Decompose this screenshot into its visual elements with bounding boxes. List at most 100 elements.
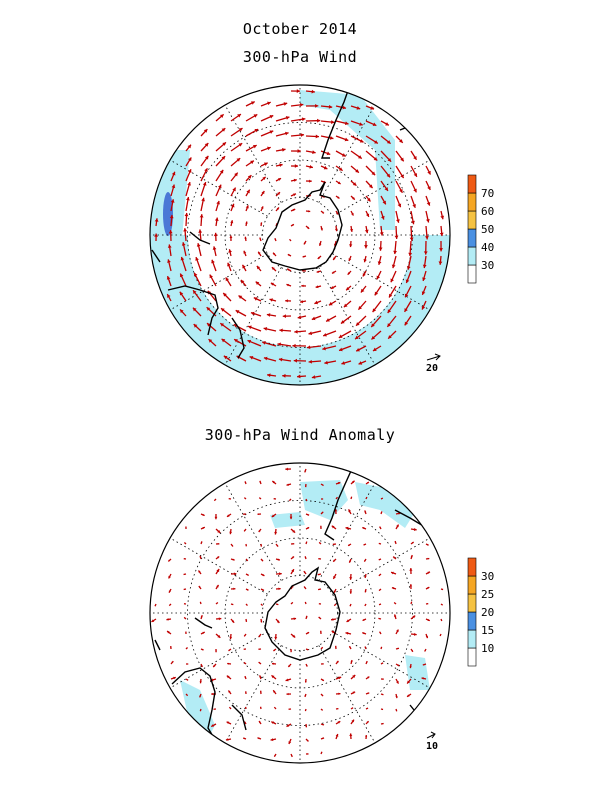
- wind-vector-head: [170, 646, 172, 648]
- wind-vector-field: [154, 89, 445, 379]
- wind-vector-head: [221, 338, 226, 343]
- wind-vector-head: [410, 601, 413, 603]
- wind-vector-head: [382, 723, 384, 725]
- wind-vector-head: [260, 620, 263, 623]
- panel-2-title: 300-hPa Wind Anomaly: [204, 426, 396, 444]
- wind-vector-head: [358, 361, 363, 365]
- colorbar-tick-label: 20: [481, 606, 494, 619]
- wind-vector-head: [305, 725, 308, 728]
- wind-vector-head: [278, 178, 282, 181]
- colorbar-bin: [467, 246, 477, 266]
- wind-vector-head: [425, 635, 428, 639]
- south-america-coast: [321, 85, 351, 159]
- wind-vector-head: [291, 556, 295, 559]
- south-america-coast: [324, 463, 356, 541]
- wind-vector-head: [262, 176, 266, 180]
- wind-vector-head: [322, 498, 324, 500]
- wind-vector-head: [282, 314, 287, 319]
- wind-vector-head: [171, 661, 174, 664]
- wind-vector-head: [279, 572, 282, 576]
- wind-vector-head: [322, 346, 326, 351]
- wind-vector-head: [404, 308, 408, 312]
- wind-vector-head: [271, 267, 275, 271]
- wind-vector-head: [180, 309, 184, 314]
- wind-vector-head: [363, 259, 367, 263]
- colorbar-bin: [467, 264, 477, 284]
- wind-vector-head: [364, 510, 367, 513]
- wind-vector-head: [328, 301, 333, 306]
- wind-vector-head: [261, 604, 263, 606]
- wind-vector-head: [198, 586, 201, 588]
- wind-vector-head: [267, 101, 271, 106]
- wind-vector-head: [347, 272, 351, 275]
- wind-vector-head: [230, 220, 234, 224]
- wind-vector-head: [372, 122, 377, 127]
- wind-vector-head: [413, 156, 417, 160]
- reference-vector-label: 20: [426, 363, 438, 374]
- wind-vector-head: [404, 321, 409, 326]
- wind-vector-head: [380, 646, 382, 648]
- new-zealand-coast: [231, 317, 245, 359]
- wind-vector-head: [273, 252, 276, 255]
- wind-vector-head: [236, 158, 241, 162]
- wind-vector-head: [258, 662, 261, 664]
- wind-vector-head: [226, 675, 230, 679]
- wind-vector-head: [187, 144, 191, 149]
- wind-vector-head: [334, 509, 338, 512]
- wind-vector-head: [255, 281, 260, 285]
- wind-vector-head: [232, 603, 234, 605]
- wind-vector-head: [329, 136, 334, 140]
- wind-vector-head: [249, 356, 254, 360]
- wind-vector-head: [399, 139, 403, 143]
- wind-vector-head: [379, 526, 381, 529]
- wind-vector-head: [321, 709, 323, 711]
- wind-vector-head: [407, 680, 411, 684]
- wind-vector-head: [397, 664, 400, 666]
- wind-vector-head: [397, 647, 399, 650]
- wind-vector-head: [198, 229, 203, 233]
- wind-vector-head: [217, 634, 221, 638]
- wind-vector-head: [409, 568, 413, 571]
- wind-vector-head: [413, 188, 417, 193]
- wind-vector-head: [184, 212, 189, 217]
- wind-vector-head: [168, 575, 171, 579]
- wind-vector-head: [393, 556, 396, 559]
- wind-vector-head: [204, 143, 209, 147]
- wind-vector-head: [220, 323, 225, 327]
- wind-vector-head: [258, 530, 261, 532]
- wind-vector-head: [351, 212, 354, 216]
- wind-vector-head: [250, 101, 255, 105]
- wind-vector-head: [346, 619, 350, 622]
- wind-vector-head: [292, 343, 296, 348]
- wind-vector-head: [304, 556, 307, 558]
- wind-vector-head: [195, 257, 199, 261]
- wind-vector-head: [377, 261, 382, 265]
- wind-vector-head: [288, 664, 291, 667]
- wind-vector-head: [221, 128, 226, 132]
- wind-vector-head: [262, 341, 266, 345]
- wind-vector-head: [365, 661, 368, 663]
- wind-vector-head: [382, 200, 386, 205]
- wind-vector-head: [373, 157, 378, 161]
- wind-vector-head: [397, 203, 402, 208]
- wind-vector-head: [260, 206, 264, 210]
- colorbar-bin: [467, 629, 477, 649]
- wind-vector-head: [311, 316, 316, 321]
- wind-vector-head: [331, 525, 335, 529]
- wind-vector-head: [349, 228, 354, 232]
- wind-vector-head: [312, 150, 316, 155]
- wind-vector-head: [400, 157, 404, 162]
- wind-vector-head: [259, 237, 262, 240]
- wind-vector-head: [350, 660, 353, 663]
- wind-vector-head: [287, 254, 290, 256]
- wind-vector-head: [262, 574, 265, 576]
- wind-vector-head: [203, 129, 208, 133]
- wind-vector-head: [245, 691, 247, 693]
- wind-vector-head: [234, 172, 238, 177]
- wind-vector-head: [213, 664, 216, 668]
- wind-vector-head: [303, 571, 306, 574]
- wind-vector-head: [247, 574, 249, 576]
- wind-vector-head: [278, 357, 283, 362]
- wind-vector-head: [219, 169, 224, 174]
